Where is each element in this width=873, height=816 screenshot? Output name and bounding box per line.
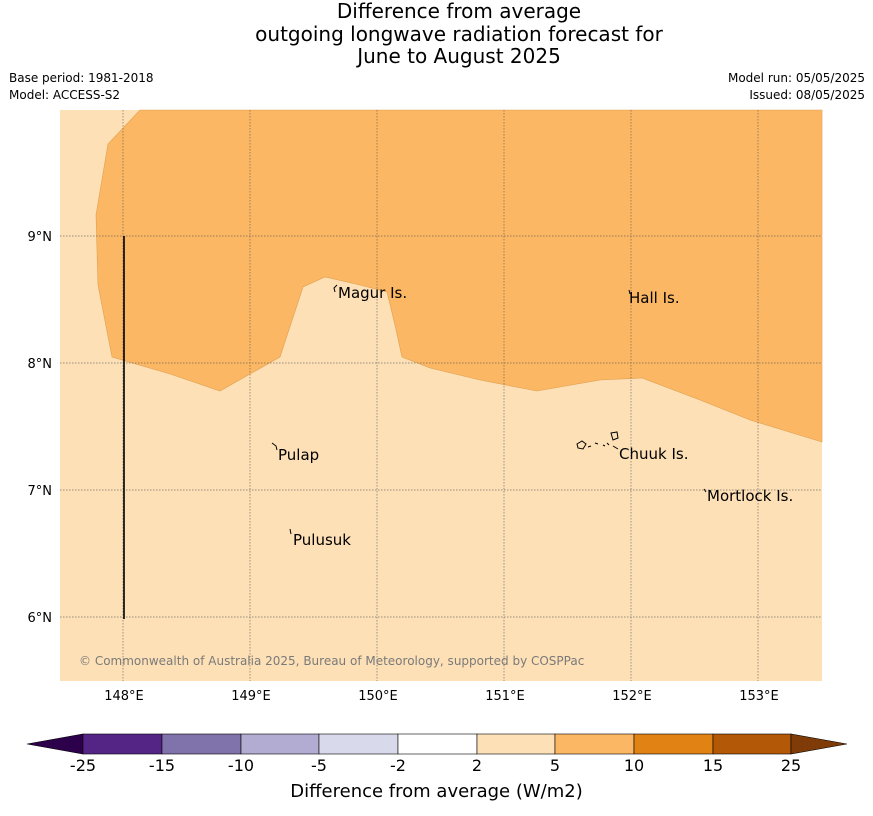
title-line-3: June to August 2025 [357, 44, 561, 68]
place-label-pulap: Pulap [278, 446, 319, 464]
colorbar-tick-3: -10 [227, 756, 255, 775]
lat-tick-6: 6°N [28, 611, 53, 626]
colorbar-tick-10: 25 [780, 756, 802, 775]
gridlines [60, 110, 822, 681]
anomaly-region-5-10 [95, 109, 823, 443]
colorbar-tick-9: 15 [702, 756, 724, 775]
colorbar-tick-8: 10 [623, 756, 645, 775]
model-name: Model: ACCESS-S2 [9, 88, 121, 102]
islands [271, 284, 707, 535]
lat-tick-8: 8°N [28, 357, 53, 372]
issued-date: Issued: 08/05/2025 [749, 88, 865, 102]
place-label-hall: Hall Is. [629, 289, 680, 307]
island-chuuk-3 [612, 445, 619, 450]
colorbar-swatch-4 [318, 733, 399, 755]
lat-tick-9: 9°N [28, 230, 53, 245]
place-label-pulusuk: Pulusuk [293, 531, 351, 549]
island-magur [333, 284, 338, 293]
lon-tick-152: 152°E [612, 689, 652, 704]
lon-tick-151: 151°E [485, 689, 525, 704]
place-label-magur: Magur Is. [338, 284, 407, 302]
base-period: Base period: 1981-2018 [9, 71, 154, 85]
colorbar-tick-7: 5 [549, 756, 561, 775]
colorbar-tick-5: -2 [390, 756, 406, 775]
lat-tick-7: 7°N [28, 484, 53, 499]
colorbar-tick-1: -25 [69, 756, 97, 775]
island-mortlock [703, 488, 707, 493]
colorbar-swatch-2 [161, 733, 242, 755]
lon-tick-149: 149°E [231, 689, 271, 704]
lon-tick-153: 153°E [739, 689, 779, 704]
island-hall [628, 289, 631, 295]
island-pulap [271, 442, 278, 451]
lon-tick-150: 150°E [358, 689, 398, 704]
title-line-2: outgoing longwave radiation forecast for [255, 21, 663, 46]
meta-right: Model run: 05/05/2025 Issued: 08/05/2025 [728, 70, 865, 104]
colorbar-swatch-1 [82, 733, 163, 755]
colorbar-swatch-9 [712, 733, 792, 755]
colorbar-extend-high [790, 733, 848, 755]
title-line-1: Difference from average [336, 0, 582, 23]
colorbar [26, 733, 848, 755]
lon-tick-148: 148°E [104, 689, 144, 704]
island-chuuk-1 [576, 440, 587, 450]
chart-title: Difference from average outgoing longwav… [0, 0, 873, 68]
island-pulusuk [289, 528, 292, 535]
colorbar-label: Difference from average (W/m2) [290, 781, 583, 802]
island-chuuk-4 [587, 442, 610, 448]
colorbar-swatch-8 [633, 733, 714, 755]
colorbar-swatch-7 [554, 733, 635, 755]
model-run: Model run: 05/05/2025 [727, 71, 865, 85]
colorbar-swatch-5 [397, 733, 478, 755]
colorbar-swatch-3 [240, 733, 320, 755]
place-label-chuuk: Chuuk Is. [619, 445, 688, 463]
colorbar-tick-4: -5 [311, 756, 327, 775]
colorbar-tick-6: 2 [471, 756, 483, 775]
meta-left: Base period: 1981-2018 Model: ACCESS-S2 [9, 70, 154, 104]
place-label-mortlock: Mortlock Is. [707, 487, 793, 505]
colorbar-tick-2: -15 [148, 756, 176, 775]
island-chuuk-2 [610, 431, 619, 441]
colorbar-swatch-6 [476, 733, 556, 755]
copyright: © Commonwealth of Australia 2025, Bureau… [79, 654, 584, 668]
colorbar-extend-low [26, 733, 84, 755]
